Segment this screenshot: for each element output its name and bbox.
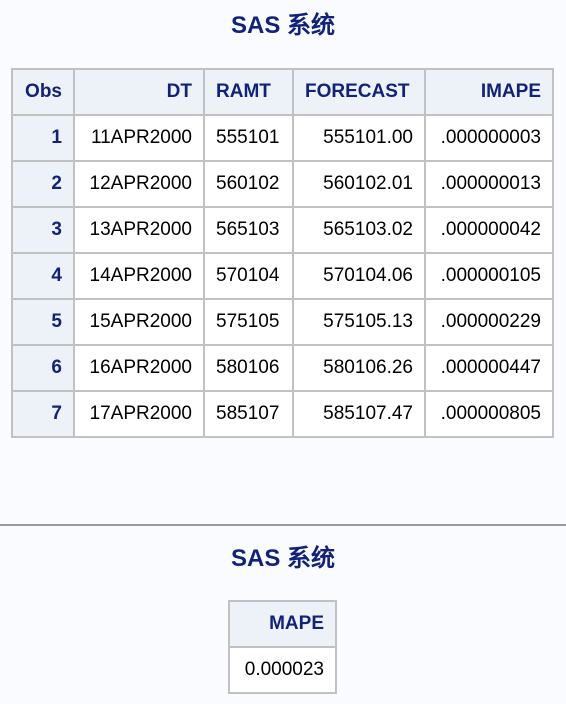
table-row: 6 16APR2000 580106 580106.26 .000000447 [11, 344, 554, 392]
row-header-obs: 1 [11, 114, 75, 162]
cell-imape: .000000229 [424, 298, 554, 346]
table-row: 5 15APR2000 575105 575105.13 .000000229 [11, 298, 554, 346]
page-break-divider [0, 524, 566, 526]
cell-mape: 0.000023 [228, 646, 337, 694]
cell-dt: 14APR2000 [73, 252, 205, 300]
cell-imape: .000000003 [424, 114, 554, 162]
table-row: 2 12APR2000 560102 560102.01 .000000013 [11, 160, 554, 208]
cell-ramt: 585107 [203, 390, 294, 438]
cell-ramt: 580106 [203, 344, 294, 392]
cell-ramt: 570104 [203, 252, 294, 300]
cell-imape: .000000805 [424, 390, 554, 438]
column-header-obs: Obs [11, 68, 75, 116]
column-header-forecast: FORECAST [292, 68, 426, 116]
cell-imape: .000000105 [424, 252, 554, 300]
table-row: 4 14APR2000 570104 570104.06 .000000105 [11, 252, 554, 300]
cell-forecast: 555101.00 [292, 114, 426, 162]
cell-ramt: 575105 [203, 298, 294, 346]
row-header-obs: 2 [11, 160, 75, 208]
table-row: 7 17APR2000 585107 585107.47 .000000805 [11, 390, 554, 438]
table-row: 1 11APR2000 555101 555101.00 .000000003 [11, 114, 554, 162]
table-header-row: Obs DT RAMT FORECAST IMAPE [11, 68, 554, 116]
cell-forecast: 570104.06 [292, 252, 426, 300]
page-title: SAS 系统 [230, 545, 335, 572]
row-header-obs: 4 [11, 252, 75, 300]
row-header-obs: 7 [11, 390, 75, 438]
row-header-obs: 3 [11, 206, 75, 254]
cell-dt: 11APR2000 [73, 114, 205, 162]
cell-forecast: 575105.13 [292, 298, 426, 346]
cell-forecast: 565103.02 [292, 206, 426, 254]
column-header-mape: MAPE [228, 600, 337, 648]
page-title: SAS 系统 [230, 12, 335, 39]
row-header-obs: 5 [11, 298, 75, 346]
cell-forecast: 560102.01 [292, 160, 426, 208]
cell-dt: 13APR2000 [73, 206, 205, 254]
mape-table: MAPE 0.000023 [228, 600, 337, 694]
table-row: 0.000023 [228, 646, 337, 694]
cell-dt: 12APR2000 [73, 160, 205, 208]
row-header-obs: 6 [11, 344, 75, 392]
cell-ramt: 555101 [203, 114, 294, 162]
cell-forecast: 585107.47 [292, 390, 426, 438]
cell-imape: .000000013 [424, 160, 554, 208]
cell-ramt: 560102 [203, 160, 294, 208]
column-header-dt: DT [73, 68, 205, 116]
cell-ramt: 565103 [203, 206, 294, 254]
column-header-ramt: RAMT [203, 68, 294, 116]
cell-imape: .000000447 [424, 344, 554, 392]
cell-dt: 15APR2000 [73, 298, 205, 346]
cell-forecast: 580106.26 [292, 344, 426, 392]
table-row: 3 13APR2000 565103 565103.02 .000000042 [11, 206, 554, 254]
column-header-imape: IMAPE [424, 68, 554, 116]
table-header-row: MAPE [228, 600, 337, 648]
cell-dt: 16APR2000 [73, 344, 205, 392]
cell-dt: 17APR2000 [73, 390, 205, 438]
cell-imape: .000000042 [424, 206, 554, 254]
results-table: Obs DT RAMT FORECAST IMAPE 1 11APR2000 5… [11, 68, 554, 438]
